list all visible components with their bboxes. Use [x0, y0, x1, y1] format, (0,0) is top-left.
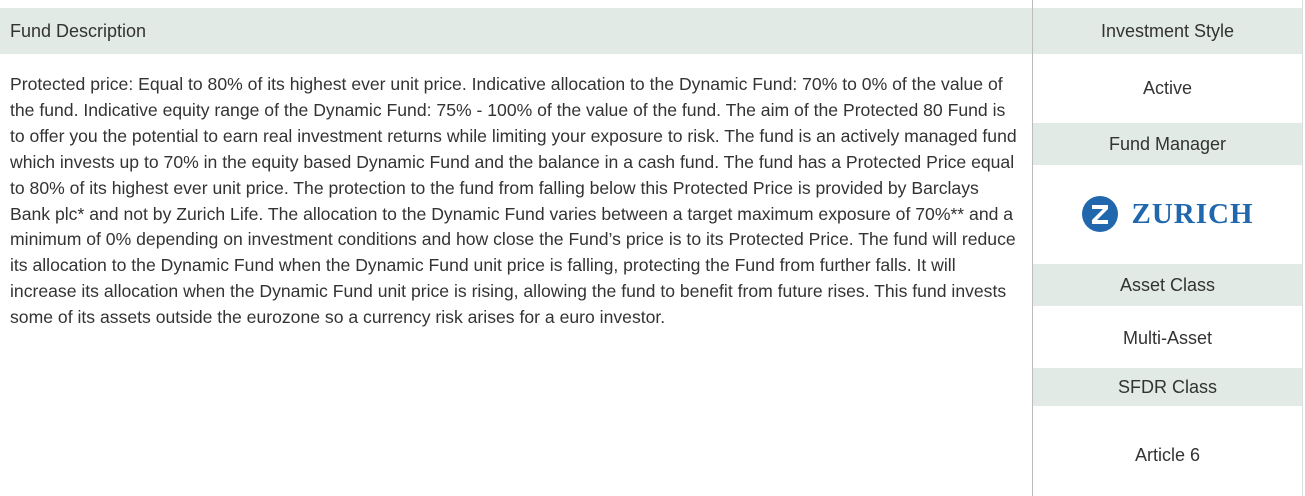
sidebar-heading: Asset Class — [1033, 264, 1302, 306]
sidebar-heading: SFDR Class — [1033, 368, 1302, 406]
divider — [1302, 0, 1303, 496]
sidebar-heading: Fund Manager — [1033, 123, 1302, 165]
logo-mark — [1082, 196, 1119, 232]
sidebar-heading: Investment Style — [1033, 8, 1302, 54]
logo-text: ZURICH — [1131, 197, 1254, 230]
description-heading: Fund Description — [0, 8, 1032, 54]
sidebar-value: Article 6 — [1134, 444, 1201, 465]
sidebar-value: Multi-Asset — [1122, 327, 1212, 348]
description-text: Protected price: Equal to 80% of its hig… — [10, 74, 1017, 328]
logo: ZURICH — [1033, 170, 1302, 258]
divider — [1032, 0, 1033, 496]
sidebar-value: Active — [1142, 77, 1193, 98]
